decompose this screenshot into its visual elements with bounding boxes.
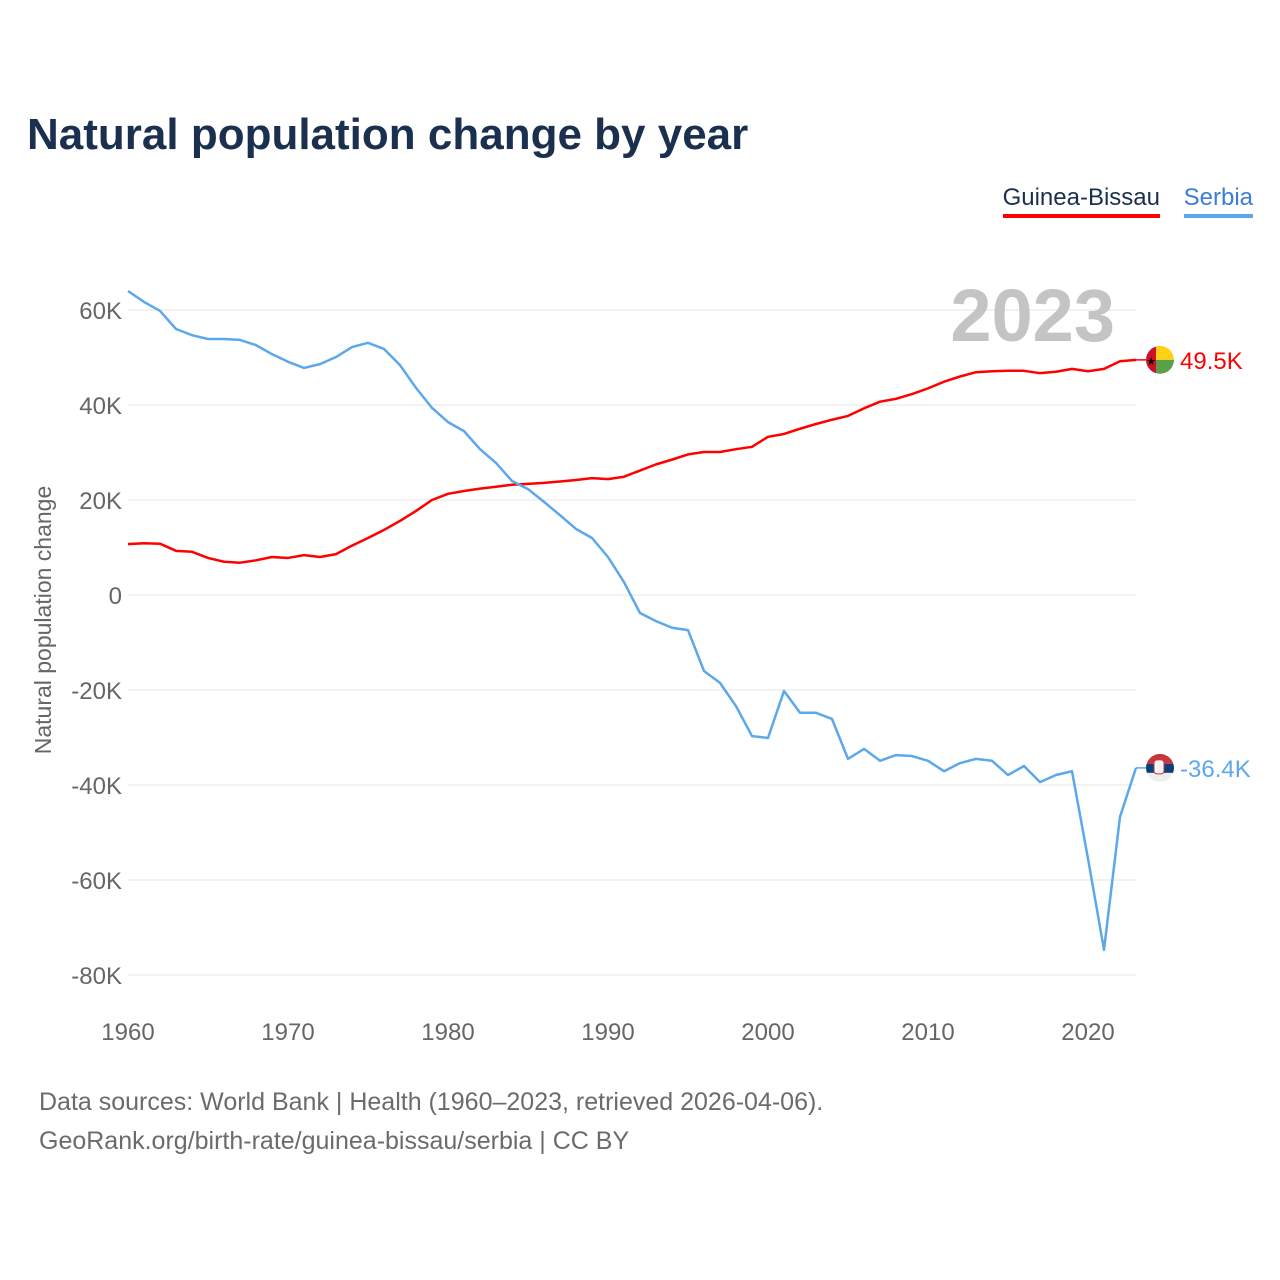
series-line-guinea-bissau xyxy=(127,358,1137,564)
y-axis-label: Natural population change xyxy=(30,486,56,755)
flag-white xyxy=(1146,772,1174,782)
x-tick-label: 1960 xyxy=(101,1019,154,1046)
x-tick-label: 2010 xyxy=(901,1019,954,1046)
x-tick-label: 2000 xyxy=(741,1019,794,1046)
flag-coat xyxy=(1153,759,1165,775)
year-label: 2023 xyxy=(950,274,1115,357)
source-link[interactable]: GeoRank.org/birth-rate/guinea-bissau/ser… xyxy=(39,1127,630,1155)
end-value-label: -36.4K xyxy=(1180,756,1251,783)
end-value-label: 49.5K xyxy=(1180,348,1243,375)
flag-star: ★ xyxy=(1146,356,1156,368)
x-tick-label: 1980 xyxy=(421,1019,474,1046)
y-tick-label: -80K xyxy=(71,963,122,990)
x-tick-label: 1970 xyxy=(261,1019,314,1046)
x-tick-label: 2020 xyxy=(1061,1019,1114,1046)
flag-green xyxy=(1156,359,1174,374)
flag-icon-guinea-bissau: ★ xyxy=(1146,345,1174,374)
y-tick-label: -40K xyxy=(71,773,122,800)
y-tick-label: -60K xyxy=(71,868,122,895)
chart-title: Natural population change by year xyxy=(27,110,749,159)
legend-item-serbia[interactable]: Serbia xyxy=(1183,184,1253,218)
legend-item-guinea-bissau[interactable]: Guinea-Bissau xyxy=(1002,184,1160,218)
flag-red xyxy=(1146,345,1156,374)
flag-yellow xyxy=(1156,345,1174,360)
y-tick-label: 60K xyxy=(79,298,122,325)
y-tick-label: -20K xyxy=(71,678,122,705)
flag-icon-serbia xyxy=(1146,753,1174,782)
source-note: Data sources: World Bank | Health (1960–… xyxy=(39,1088,824,1116)
y-tick-label: 40K xyxy=(79,393,122,420)
y-tick-label: 0 xyxy=(109,583,122,610)
series-line-serbia xyxy=(127,289,1138,952)
y-tick-label: 20K xyxy=(79,488,122,515)
x-tick-label: 1990 xyxy=(581,1019,634,1046)
flag-red xyxy=(1146,753,1174,764)
